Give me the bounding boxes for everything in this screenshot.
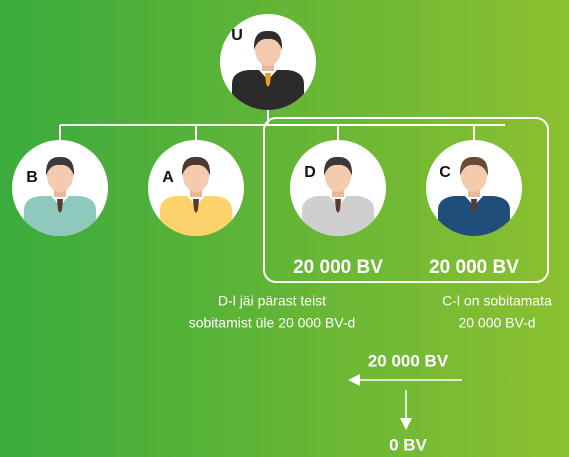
node-label: B [26, 169, 38, 186]
note: D-l jäi pärast teist [218, 293, 326, 309]
avatar: C [426, 140, 522, 236]
note: 20 000 BV-d [458, 315, 535, 331]
node-label: C [439, 164, 451, 181]
amount: 20 000 BV [293, 257, 383, 278]
node-label: A [162, 169, 174, 186]
amount: 20 000 BV [429, 257, 519, 278]
avatar: A [148, 140, 244, 236]
avatar: D [290, 140, 386, 236]
flow-to: 0 BV [389, 435, 427, 454]
flow-from: 20 000 BV [368, 351, 449, 370]
avatar: U [220, 14, 316, 110]
node-label: D [304, 164, 316, 181]
note: C-l on sobitamata [442, 293, 552, 309]
avatar: B [12, 140, 108, 236]
note: sobitamist üle 20 000 BV-d [189, 315, 356, 331]
node-label: U [231, 27, 243, 44]
diagram: U B A D C 20 000 BV 20 000 BV D-l jäi pärast… [0, 0, 569, 457]
